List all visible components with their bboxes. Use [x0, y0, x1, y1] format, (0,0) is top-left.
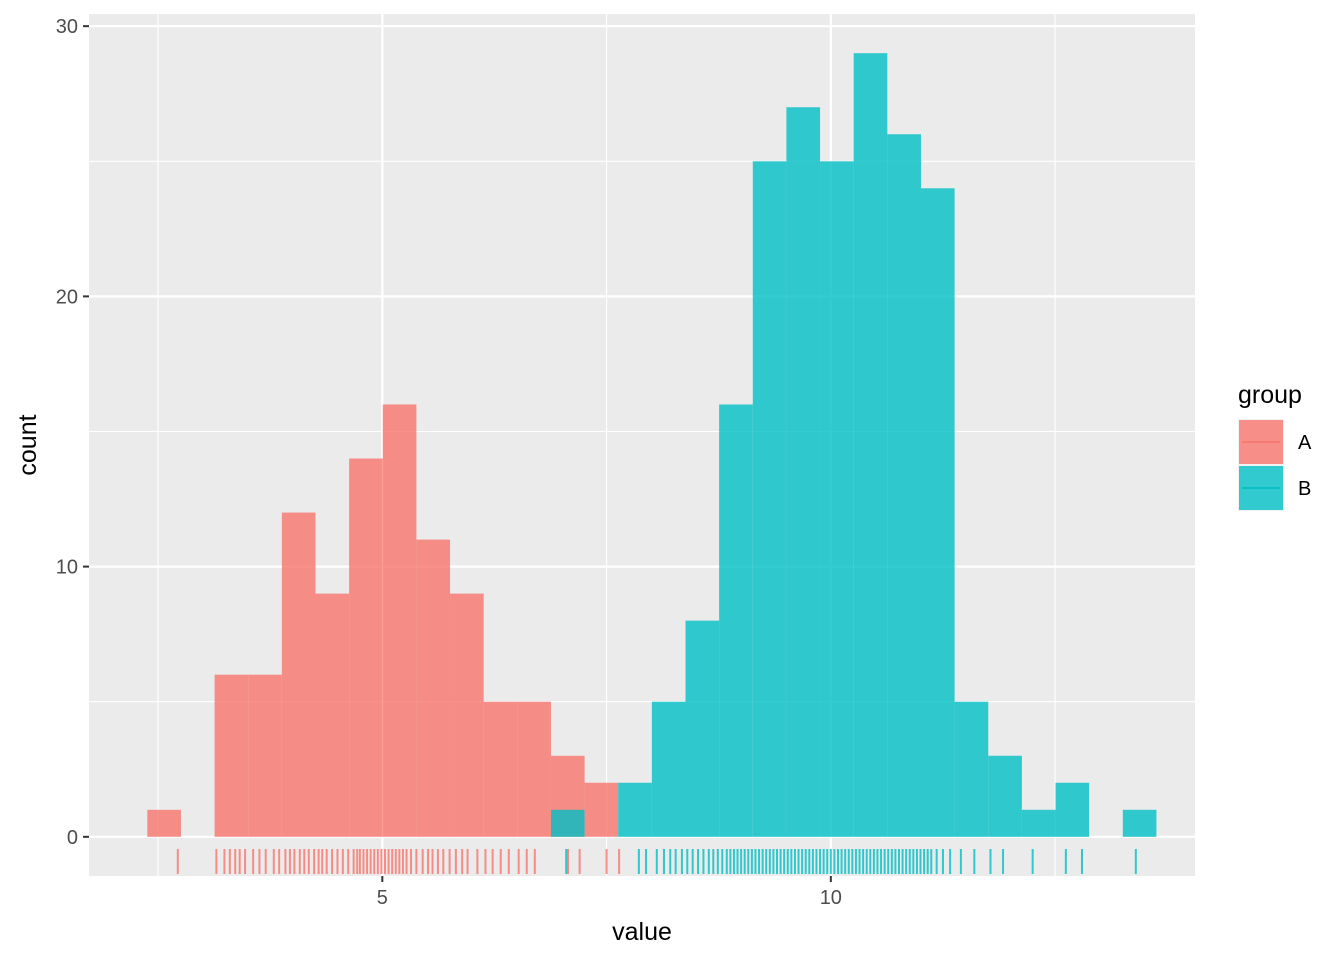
axes: 5 10 0 10 20 30 — [56, 16, 842, 909]
y-tick-label: 10 — [56, 557, 78, 579]
bar-A — [450, 593, 484, 837]
legend-label-A: A — [1298, 432, 1312, 454]
bar-A — [584, 782, 619, 837]
y-tick-label: 20 — [56, 286, 78, 308]
bar-B — [719, 404, 753, 837]
bar-B — [618, 782, 652, 837]
bar-B — [1021, 809, 1056, 837]
bar-B — [685, 620, 720, 837]
bar-B — [651, 701, 686, 837]
histogram-bars — [147, 53, 1157, 837]
bar-B — [820, 161, 854, 837]
x-axis-title: value — [612, 918, 672, 946]
x-tick-label: 10 — [820, 887, 842, 909]
bar-A — [147, 809, 181, 837]
bar-A — [416, 539, 451, 837]
bar-B — [988, 755, 1022, 837]
y-tick-label: 0 — [67, 827, 78, 849]
rug-marks — [176, 849, 1137, 874]
legend-label-B: B — [1298, 478, 1311, 500]
legend: group A B — [1238, 381, 1312, 511]
bar-B — [1122, 809, 1157, 837]
legend-title: group — [1238, 381, 1302, 409]
bar-B — [752, 161, 787, 837]
x-tick-label: 5 — [377, 887, 388, 909]
bar-A — [349, 458, 383, 837]
bar-B — [920, 188, 955, 837]
bar-A — [382, 404, 417, 837]
bar-A — [483, 701, 518, 837]
bar-B — [853, 53, 888, 837]
bar-A — [214, 674, 249, 837]
bar-A — [248, 674, 282, 837]
bar-B — [954, 701, 989, 837]
bar-B — [550, 809, 585, 837]
bar-B — [887, 134, 921, 837]
bar-B — [786, 107, 821, 837]
bar-A — [315, 593, 350, 837]
bar-A — [281, 512, 316, 837]
y-axis-title: count — [14, 414, 42, 475]
bar-A — [517, 701, 551, 837]
y-tick-label: 30 — [56, 16, 78, 38]
bar-B — [1055, 782, 1090, 837]
